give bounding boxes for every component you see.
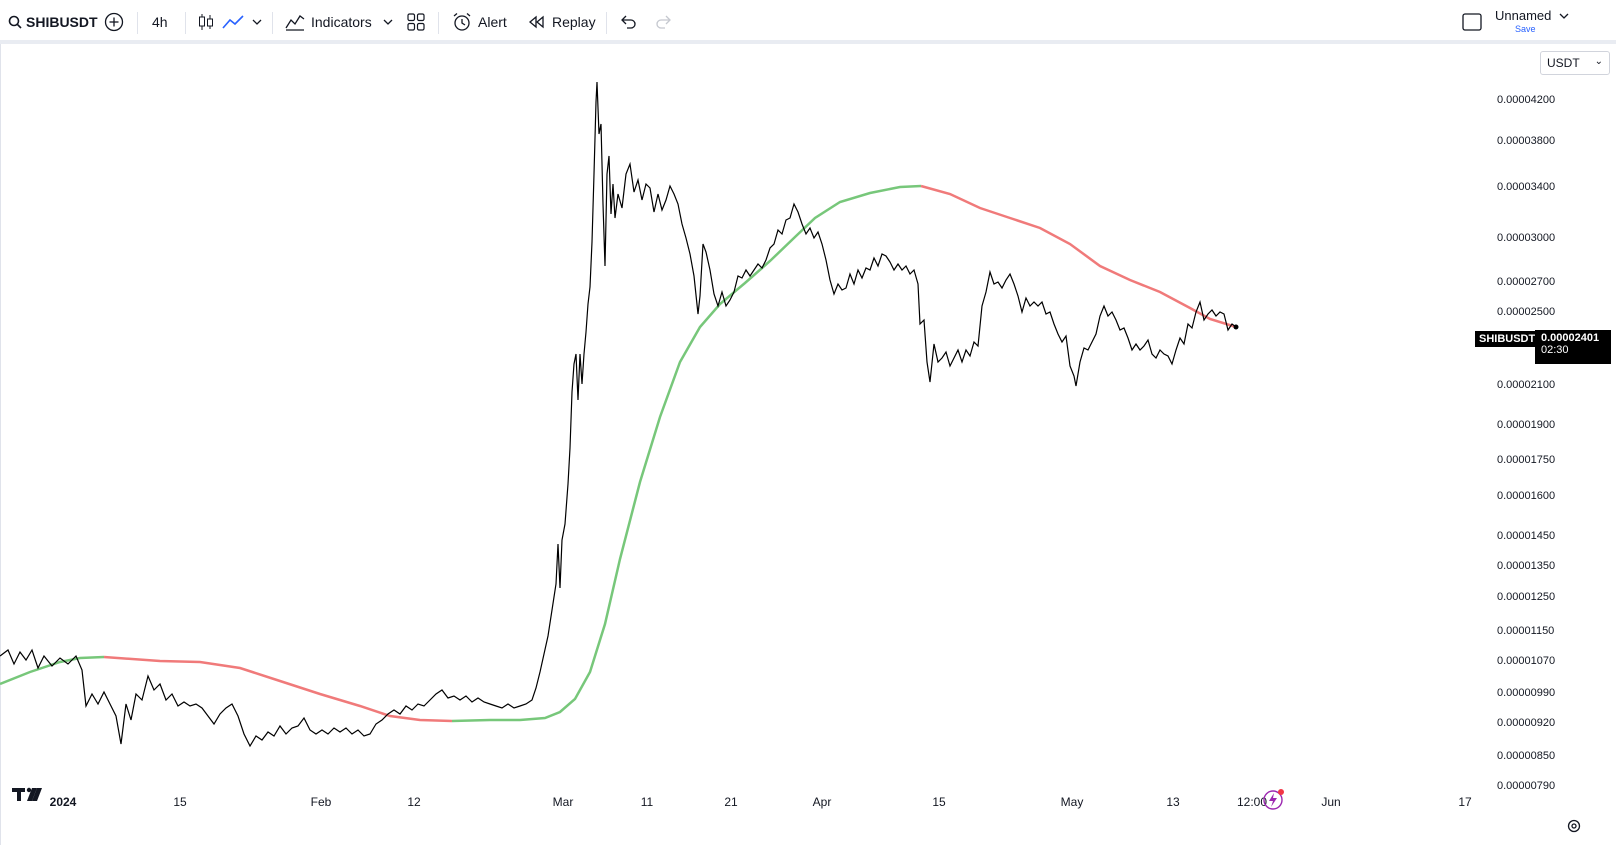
chevron-down-icon: ⌄ bbox=[1594, 56, 1603, 67]
time-axis-label: 13 bbox=[1166, 795, 1180, 809]
price-axis-label: 0.00000790 bbox=[1497, 780, 1555, 792]
chart-type-candles-button[interactable] bbox=[198, 0, 214, 44]
undo-button[interactable] bbox=[619, 0, 637, 44]
time-axis-label: 12:00 bbox=[1237, 795, 1267, 809]
time-axis-label: Mar bbox=[553, 795, 574, 809]
price-axis-label: 0.00001070 bbox=[1497, 655, 1555, 667]
top-toolbar: SHIBUSDT 4h Indicators Alert Replay bbox=[0, 0, 1616, 44]
chart-type-dropdown[interactable] bbox=[252, 0, 262, 44]
time-axis-label: 15 bbox=[932, 795, 946, 809]
time-axis-label: May bbox=[1061, 795, 1084, 809]
currency-select[interactable]: USDT ⌄ bbox=[1540, 51, 1610, 75]
layouts-button[interactable] bbox=[407, 0, 425, 44]
moving-average-down-segment bbox=[103, 655, 453, 723]
redo-icon bbox=[656, 15, 671, 29]
time-axis-label: Feb bbox=[311, 795, 332, 809]
price-axis-label: 0.00004200 bbox=[1497, 94, 1555, 106]
layout-name: Unnamed bbox=[1495, 8, 1552, 23]
time-axis-label: 11 bbox=[641, 795, 654, 809]
time-axis-label: 12 bbox=[407, 795, 421, 809]
indicators-icon bbox=[285, 15, 305, 31]
time-axis-label: 2024 bbox=[50, 795, 77, 809]
redo-button[interactable] bbox=[655, 0, 673, 44]
compare-button[interactable] bbox=[104, 0, 124, 44]
time-axis-label: Jun bbox=[1321, 795, 1340, 809]
fullscreen-icon bbox=[1462, 13, 1482, 31]
indicators-button[interactable]: Indicators bbox=[285, 0, 372, 44]
last-price-dot bbox=[1233, 324, 1239, 330]
search-icon bbox=[8, 15, 22, 29]
indicators-label: Indicators bbox=[311, 14, 372, 30]
replay-button[interactable]: Replay bbox=[528, 0, 596, 44]
moving-average-up-segment bbox=[451, 184, 922, 723]
time-axis-label: 17 bbox=[1458, 795, 1472, 809]
price-axis-label: 0.00000850 bbox=[1497, 750, 1555, 762]
bolt-icon[interactable] bbox=[1262, 788, 1286, 817]
price-chart[interactable]: 0.00004200 0.00003800 0.00003400 0.00003000… bbox=[0, 44, 1616, 845]
tradingview-logo[interactable] bbox=[12, 786, 44, 807]
symbol-label: SHIBUSDT bbox=[26, 14, 98, 30]
price-axis-label: 0.00001150 bbox=[1497, 625, 1554, 637]
replay-icon bbox=[528, 15, 544, 29]
line-style-icon bbox=[222, 15, 244, 29]
time-axis-label: 21 bbox=[724, 795, 738, 809]
moving-average-up-segment bbox=[0, 655, 105, 686]
time-axis-label: 15 bbox=[173, 795, 187, 809]
layouts-icon bbox=[407, 13, 425, 31]
price-axis-label: 0.00002100 bbox=[1497, 379, 1555, 391]
price-axis-label: 0.00001350 bbox=[1497, 560, 1555, 572]
price-axis-label: 0.00003800 bbox=[1497, 135, 1555, 147]
symbol-price-tag: SHIBUSDT bbox=[1475, 331, 1540, 347]
price-axis-label: 0.00001900 bbox=[1497, 419, 1555, 431]
price-axis-label: 0.00001450 bbox=[1497, 530, 1555, 542]
moving-average-down-segment bbox=[920, 184, 1237, 329]
replay-label: Replay bbox=[552, 14, 596, 30]
price-axis-label: 0.00002500 bbox=[1497, 306, 1555, 318]
last-price-label: 0.00002401 02:30 bbox=[1535, 330, 1611, 364]
chart-type-line-button[interactable] bbox=[222, 0, 244, 44]
add-compare-icon bbox=[104, 12, 124, 32]
settings-icon[interactable] bbox=[1566, 818, 1582, 839]
price-line bbox=[0, 81, 1237, 748]
price-axis-label: 0.00001250 bbox=[1497, 591, 1555, 603]
time-axis-label: Apr bbox=[813, 795, 832, 809]
undo-icon bbox=[621, 15, 636, 29]
candles-icon bbox=[199, 14, 213, 30]
chevron-down-icon bbox=[1559, 13, 1569, 19]
indicators-dropdown[interactable] bbox=[383, 0, 393, 44]
price-axis-label: 0.00003000 bbox=[1497, 232, 1555, 244]
interval-label: 4h bbox=[152, 14, 168, 30]
chevron-down-icon bbox=[252, 19, 262, 25]
layout-name-button[interactable]: Unnamed bbox=[1495, 8, 1569, 23]
price-axis-label: 0.00001600 bbox=[1497, 490, 1555, 502]
interval-button[interactable]: 4h bbox=[152, 0, 168, 44]
symbol-search-button[interactable]: SHIBUSDT bbox=[8, 0, 98, 44]
currency-label: USDT bbox=[1547, 56, 1580, 70]
price-axis-label: 0.00003400 bbox=[1497, 181, 1555, 193]
alert-icon bbox=[453, 13, 471, 31]
bar-countdown: 02:30 bbox=[1541, 344, 1569, 356]
fullscreen-button[interactable] bbox=[1462, 0, 1482, 44]
price-axis-label: 0.00000990 bbox=[1497, 687, 1555, 699]
chevron-down-icon bbox=[383, 19, 393, 25]
price-axis-label: 0.00001750 bbox=[1497, 454, 1555, 466]
last-price-value: 0.00002401 bbox=[1541, 332, 1600, 344]
alert-button[interactable]: Alert bbox=[452, 0, 507, 44]
save-link[interactable]: Save bbox=[1515, 24, 1536, 34]
alert-label: Alert bbox=[478, 14, 507, 30]
price-axis-label: 0.00002700 bbox=[1497, 276, 1555, 288]
chart-pane[interactable] bbox=[0, 44, 1616, 845]
price-axis-label: 0.00000920 bbox=[1497, 717, 1555, 729]
